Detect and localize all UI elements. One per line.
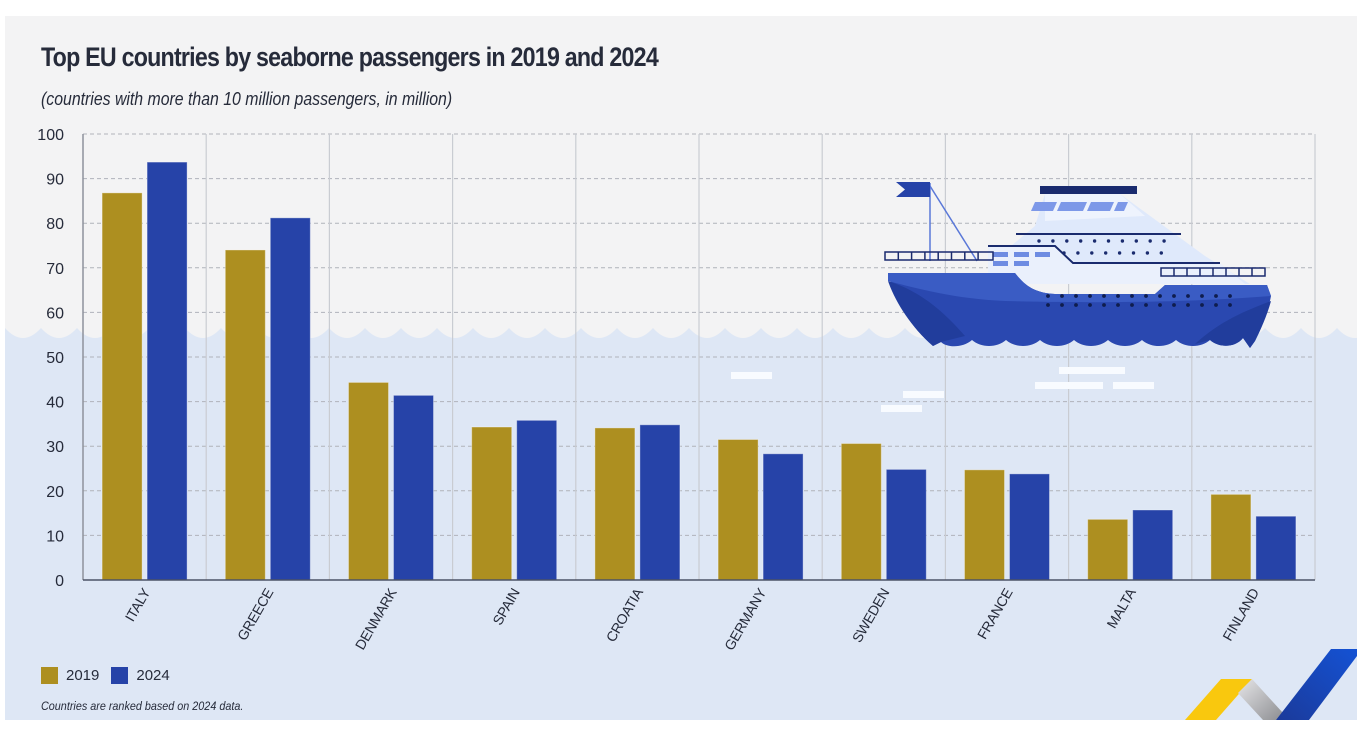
- porthole: [1144, 294, 1148, 298]
- y-tick-label: 90: [46, 172, 64, 189]
- legend-label-2024: 2024: [136, 667, 170, 684]
- bar-germany-2024: [762, 453, 804, 581]
- porthole: [1186, 294, 1190, 298]
- porthole: [1060, 303, 1064, 307]
- porthole: [1037, 239, 1041, 243]
- bar-spain-2019: [471, 426, 513, 581]
- y-tick-label: 70: [46, 261, 64, 278]
- porthole: [1172, 294, 1176, 298]
- bar-malta-2019: [1087, 518, 1129, 581]
- flag-icon: [896, 182, 930, 197]
- porthole: [1079, 239, 1083, 243]
- legend-label-2019: 2019: [66, 667, 100, 684]
- porthole: [1120, 239, 1125, 243]
- y-tick-label: 0: [55, 573, 64, 590]
- y-tick-label: 30: [46, 439, 64, 456]
- chart-subtitle: (countries with more than 10 million pas…: [41, 89, 453, 109]
- bar-finland-2024: [1255, 515, 1297, 581]
- bar-sweden-2024: [885, 468, 927, 581]
- porthole: [1214, 303, 1218, 307]
- porthole: [1145, 251, 1150, 255]
- porthole: [1134, 239, 1139, 243]
- water-waves: [5, 328, 1357, 720]
- porthole: [1065, 239, 1069, 243]
- porthole: [1046, 294, 1050, 298]
- porthole: [1074, 294, 1078, 298]
- porthole: [1200, 294, 1204, 298]
- railing: [884, 251, 994, 261]
- legend-item-2019: 2019: [41, 667, 99, 684]
- porthole: [1158, 294, 1162, 298]
- bar-france-2019: [964, 469, 1005, 581]
- bar-denmark-2019: [348, 381, 389, 581]
- porthole: [1051, 239, 1055, 243]
- porthole: [1130, 303, 1134, 307]
- porthole: [1159, 251, 1164, 255]
- porthole: [1116, 294, 1120, 298]
- porthole: [1076, 251, 1080, 255]
- bar-italy-2019: [101, 192, 143, 581]
- porthole: [1088, 303, 1092, 307]
- porthole: [1214, 294, 1218, 298]
- porthole: [1186, 303, 1190, 307]
- y-tick-label: 40: [46, 395, 64, 412]
- chart-title: Top EU countries by seaborne passengers …: [41, 42, 659, 72]
- porthole: [1102, 294, 1106, 298]
- bar-greece-2024: [269, 217, 311, 581]
- bar-italy-2024: [146, 161, 188, 581]
- y-tick-label: 100: [37, 127, 64, 144]
- legend-swatch-2024: [111, 667, 129, 684]
- porthole: [1158, 303, 1162, 307]
- y-tick-label: 80: [46, 216, 64, 233]
- porthole: [1102, 303, 1106, 307]
- y-tick-label: 50: [46, 350, 64, 367]
- porthole: [1062, 251, 1066, 255]
- porthole: [1148, 239, 1152, 243]
- bar-denmark-2024: [393, 394, 434, 581]
- y-tick-label: 10: [46, 528, 64, 545]
- bar-malta-2024: [1132, 509, 1174, 581]
- porthole: [1117, 251, 1122, 255]
- y-tick-label: 20: [46, 484, 64, 501]
- porthole: [1060, 294, 1064, 298]
- bar-sweden-2019: [840, 443, 882, 581]
- y-tick-label: 60: [46, 305, 64, 322]
- bar-finland-2019: [1210, 493, 1252, 581]
- infographic-panel: 0 10 20 30 40 50 60 70 80 90 100 ITALY GREECE DENMARK…: [5, 16, 1357, 720]
- porthole: [1088, 294, 1092, 298]
- bar-greece-2019: [224, 249, 266, 581]
- eurostat-logo: [1185, 649, 1357, 720]
- legend-item-2024: 2024: [111, 667, 170, 684]
- bar-france-2024: [1009, 473, 1050, 581]
- porthole: [1228, 294, 1232, 298]
- porthole: [1104, 251, 1108, 255]
- bar-croatia-2019: [594, 427, 636, 581]
- porthole: [1200, 303, 1204, 307]
- porthole: [1090, 251, 1094, 255]
- porthole: [1046, 303, 1050, 307]
- porthole: [1162, 239, 1166, 243]
- porthole: [1172, 303, 1176, 307]
- porthole: [1228, 303, 1232, 307]
- porthole: [1074, 303, 1078, 307]
- cruise-ship-illustration: [884, 182, 1271, 348]
- porthole: [1144, 303, 1148, 307]
- porthole: [1130, 294, 1134, 298]
- footnote: Countries are ranked based on 2024 data.: [41, 699, 244, 713]
- porthole: [1106, 239, 1111, 243]
- legend-swatch-2019: [41, 667, 58, 684]
- porthole: [1131, 251, 1136, 255]
- porthole: [1092, 239, 1097, 243]
- bar-croatia-2024: [639, 424, 681, 581]
- water-background: [5, 328, 1357, 720]
- porthole: [1116, 303, 1120, 307]
- bar-spain-2024: [516, 419, 558, 581]
- bars: [101, 161, 1297, 581]
- bar-germany-2019: [717, 439, 759, 581]
- water-foam-dashes: [731, 367, 1154, 412]
- legend: 2019 2024: [41, 667, 174, 684]
